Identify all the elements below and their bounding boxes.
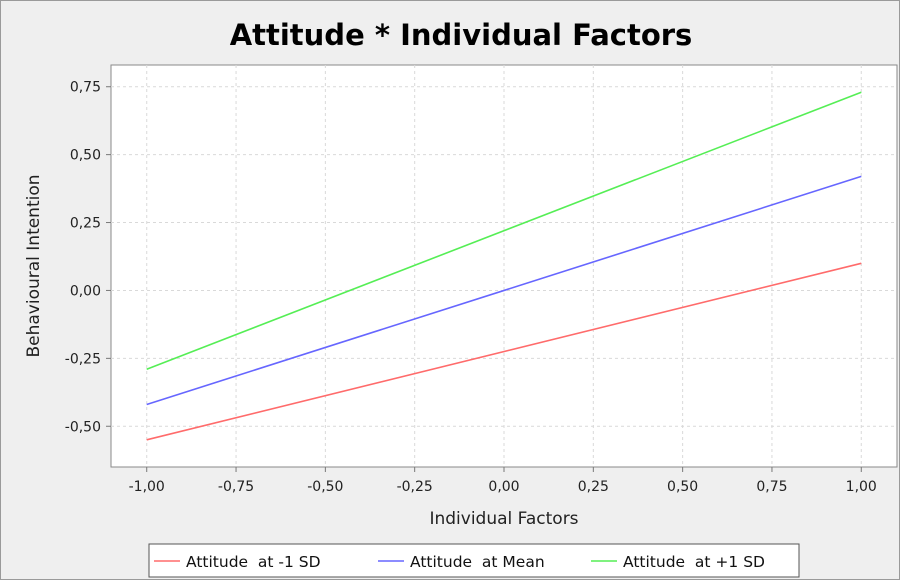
legend-label-0: Attitude at -1 SD <box>186 553 321 571</box>
grid-lines <box>111 65 897 467</box>
legend-label-1: Attitude at Mean <box>410 553 545 571</box>
legend-label-2: Attitude at +1 SD <box>623 553 765 571</box>
y-tick-label: -0,50 <box>65 419 101 435</box>
x-tick-label: 1,00 <box>846 479 877 495</box>
series-lines <box>146 91 862 441</box>
x-tick-label: -0,25 <box>397 479 433 495</box>
x-axis-label: Individual Factors <box>429 509 578 529</box>
legend: Attitude at -1 SD Attitude at Mean Attitud… <box>148 543 800 578</box>
x-tick-label: 0,00 <box>488 479 519 495</box>
x-tick-label: -0,75 <box>218 479 254 495</box>
legend-box <box>148 543 800 578</box>
series-line-1 <box>146 175 862 406</box>
x-tick-label: 0,25 <box>578 479 609 495</box>
chart-title: Attitude * Individual Factors <box>230 18 693 52</box>
x-tick-label: 0,75 <box>756 479 787 495</box>
y-tick-label: 0,25 <box>70 216 101 232</box>
axes: -1,00 -0,75 -0,50 -0,25 0,00 0,25 0,50 0,75 1,00… <box>65 80 877 495</box>
y-tick-label: 0,00 <box>70 283 101 299</box>
x-tick-label: -1,00 <box>129 479 165 495</box>
y-tick-label: 0,50 <box>70 148 101 164</box>
series-line-0 <box>146 262 862 441</box>
x-tick-label: 0,50 <box>667 479 698 495</box>
y-tick-label: 0,75 <box>70 80 101 96</box>
x-tick-label: -0,50 <box>307 479 343 495</box>
y-axis-label: Behavioural Intention <box>24 174 44 357</box>
series-line-2 <box>146 91 862 370</box>
y-tick-label: -0,25 <box>65 351 101 367</box>
